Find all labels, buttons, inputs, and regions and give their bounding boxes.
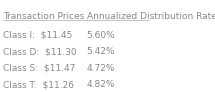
Text: Annualized Distribution Rates: Annualized Distribution Rates xyxy=(86,12,215,21)
Text: Class T:  $11.26: Class T: $11.26 xyxy=(3,80,74,89)
Text: 4.82%: 4.82% xyxy=(86,80,115,89)
Text: Class D:  $11.30: Class D: $11.30 xyxy=(3,47,77,56)
Text: Class S:  $11.47: Class S: $11.47 xyxy=(3,64,75,73)
Text: 5.60%: 5.60% xyxy=(86,31,115,40)
Text: Transaction Prices: Transaction Prices xyxy=(3,12,84,21)
Text: Class I:  $11.45: Class I: $11.45 xyxy=(3,31,72,40)
Text: 5.42%: 5.42% xyxy=(86,47,115,56)
Text: 4.72%: 4.72% xyxy=(86,64,115,73)
